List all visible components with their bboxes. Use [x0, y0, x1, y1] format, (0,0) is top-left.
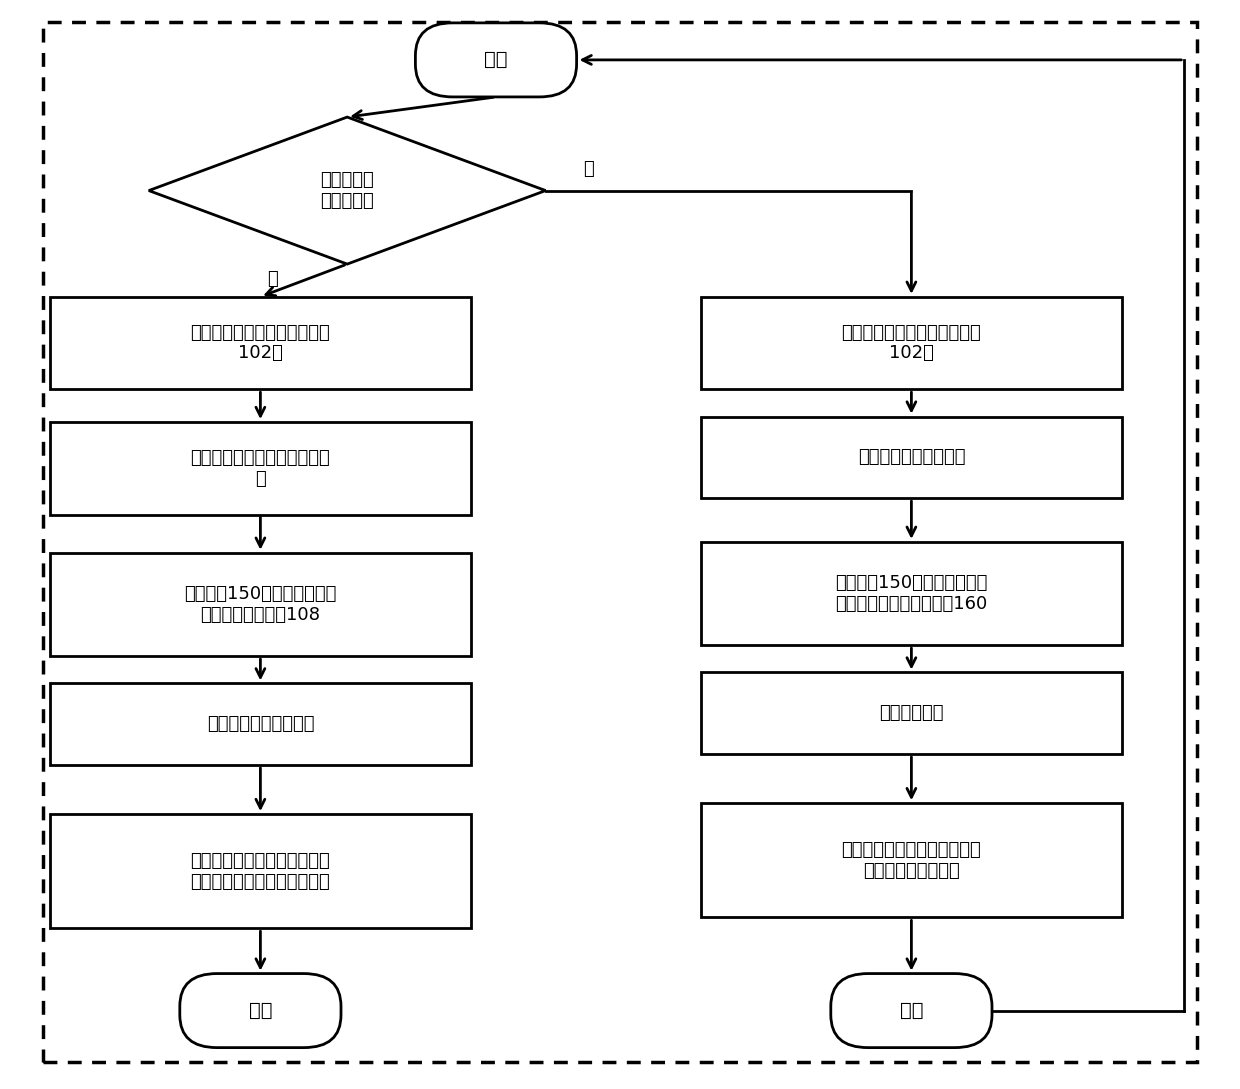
Text: 通入清洗工艺反应气体: 通入清洗工艺反应气体 [858, 449, 965, 466]
FancyBboxPatch shape [50, 423, 471, 515]
Text: 切换开关150位置，使射频功
率耦合入射频线圈108: 切换开关150位置，使射频功 率耦合入射频线圈108 [185, 585, 336, 624]
FancyBboxPatch shape [50, 815, 471, 928]
FancyBboxPatch shape [701, 417, 1122, 499]
Text: 将衬底片置于等离子体反应腔
102中: 将衬底片置于等离子体反应腔 102中 [842, 323, 981, 363]
FancyBboxPatch shape [50, 296, 471, 389]
Text: 进行清洗工艺: 进行清洗工艺 [879, 705, 944, 722]
FancyBboxPatch shape [701, 804, 1122, 917]
Text: 结束: 结束 [249, 1001, 272, 1020]
Text: 清洗工艺完成，停止功率与气
体输入，腔体抽真空: 清洗工艺完成，停止功率与气 体输入，腔体抽真空 [842, 841, 981, 880]
Text: 进行等离子体处理工艺: 进行等离子体处理工艺 [207, 715, 314, 733]
Text: 通入等离子体处理工艺反应气
体: 通入等离子体处理工艺反应气 体 [191, 449, 330, 488]
Text: 等离子体处理工艺完成，停止
功率与气体输入，腔体抽真空: 等离子体处理工艺完成，停止 功率与气体输入，腔体抽真空 [191, 852, 330, 891]
FancyBboxPatch shape [180, 974, 341, 1048]
Text: 是: 是 [583, 159, 594, 178]
Text: 是否需要进
行清洗工艺: 是否需要进 行清洗工艺 [320, 171, 374, 210]
FancyBboxPatch shape [701, 672, 1122, 754]
Text: 开始: 开始 [485, 50, 507, 70]
FancyBboxPatch shape [415, 23, 577, 97]
Text: 将晶圆片置于等离子体反应腔
102中: 将晶圆片置于等离子体反应腔 102中 [191, 323, 330, 363]
Text: 否: 否 [268, 270, 278, 287]
FancyBboxPatch shape [701, 296, 1122, 389]
Text: 结束: 结束 [900, 1001, 923, 1020]
FancyBboxPatch shape [831, 974, 992, 1048]
FancyBboxPatch shape [50, 552, 471, 656]
FancyBboxPatch shape [50, 684, 471, 764]
Polygon shape [149, 118, 546, 265]
Text: 切换开关150位置，使射频功
率耦合入法拉第屏蔽装置160: 切换开关150位置，使射频功 率耦合入法拉第屏蔽装置160 [836, 574, 987, 613]
FancyBboxPatch shape [701, 541, 1122, 645]
